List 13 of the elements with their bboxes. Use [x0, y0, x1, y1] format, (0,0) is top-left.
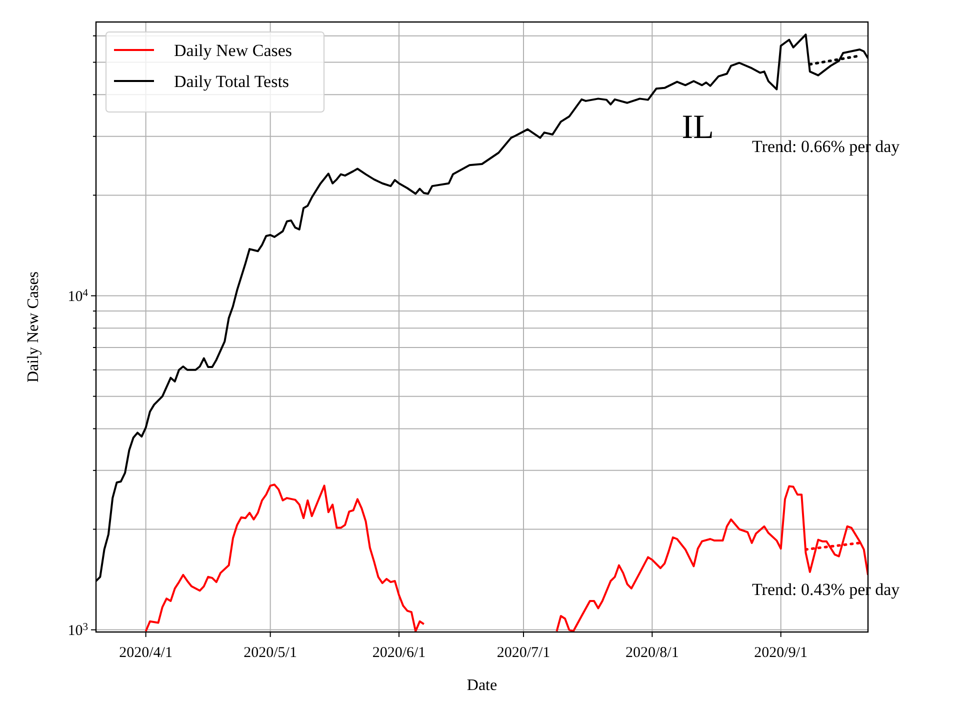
x-axis-title: Date	[466, 677, 498, 694]
x-tick-label: 2020/9/1	[754, 645, 808, 661]
y-axis-title: Daily New Cases	[25, 271, 42, 383]
text: IL	[682, 109, 714, 146]
y-tick-label: 10$^{3}$	[68, 621, 88, 639]
y-tick-label: 10$^{4}$	[68, 287, 89, 305]
x-tick-label: 2020/8/1	[626, 645, 679, 661]
legend-label: Daily Total Tests	[174, 72, 290, 91]
x-tick-label: 2020/6/1	[372, 645, 426, 661]
x-tick-label: 2020/5/1	[244, 645, 297, 661]
x-tick-label: 2020/4/1	[119, 645, 172, 661]
legend-label: Daily New Cases	[174, 41, 292, 60]
x-tick-label: 2020/7/1	[496, 645, 550, 661]
